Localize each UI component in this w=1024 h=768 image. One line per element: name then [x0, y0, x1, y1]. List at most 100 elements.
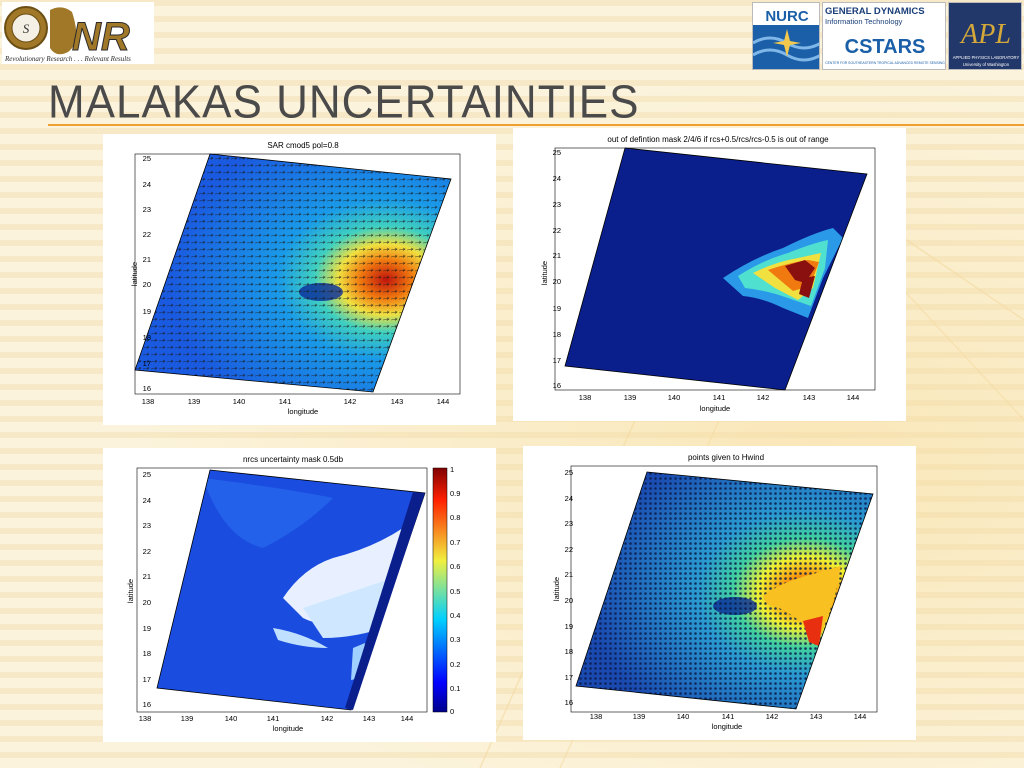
- y-axis-label: latitude: [540, 261, 549, 285]
- onr-logo-text: NR: [72, 15, 130, 59]
- x-tick-label: 140: [225, 714, 238, 723]
- x-tick-label: 138: [142, 397, 155, 406]
- panel-outdef-svg: out of defintion mask 2/4/6 if rcs+0.5/r…: [540, 135, 876, 413]
- y-tick-label: 23: [553, 200, 561, 209]
- y-tick-labels: 16 17 18 19 20 21 22 23 24 25: [553, 148, 561, 390]
- panel-out-of-definition-mask: out of defintion mask 2/4/6 if rcs+0.5/r…: [513, 128, 906, 421]
- y-tick-label: 21: [565, 570, 573, 579]
- y-tick-label: 23: [143, 521, 151, 530]
- x-tick-label: 141: [722, 712, 735, 721]
- y-tick-label: 18: [143, 649, 151, 658]
- apl-logo-subtext-2: University of Washington: [963, 62, 1010, 67]
- y-tick-label: 18: [565, 647, 573, 656]
- y-tick-label: 20: [143, 598, 151, 607]
- colorbar-tick-label: 0.9: [450, 489, 460, 498]
- chart-title: nrcs uncertainty mask 0.5db: [243, 455, 344, 464]
- colorbar-tick-label: 0.3: [450, 635, 460, 644]
- x-tick-label: 143: [803, 393, 816, 402]
- panel-hwind-svg: points given to Hwind longitude latitude…: [552, 453, 878, 731]
- x-tick-label: 140: [668, 393, 681, 402]
- y-tick-label: 20: [553, 277, 561, 286]
- x-tick-label: 141: [713, 393, 726, 402]
- y-tick-label: 16: [143, 384, 151, 393]
- x-tick-labels: 138 139 140 141 142 143 144: [139, 714, 414, 723]
- apl-logo: APL APPLIED PHYSICS LABORATORY Universit…: [948, 2, 1022, 70]
- slide-title: MALAKAS UNCERTAINTIES: [48, 76, 640, 129]
- y-tick-label: 18: [553, 330, 561, 339]
- y-tick-labels: 16 17 18 19 20 21 22 23 24 25: [565, 468, 573, 707]
- y-tick-label: 19: [143, 307, 151, 316]
- x-tick-label: 139: [624, 393, 637, 402]
- panel-sar-wind: SAR cmod5 pol=0.8 longitude latitude 138…: [103, 134, 496, 425]
- y-tick-label: 22: [143, 547, 151, 556]
- x-tick-label: 143: [363, 714, 376, 723]
- x-tick-label: 144: [401, 714, 414, 723]
- x-tick-label: 140: [233, 397, 246, 406]
- x-axis-label: longitude: [273, 724, 303, 733]
- chart-title: SAR cmod5 pol=0.8: [267, 141, 339, 150]
- gd-logo-text: GENERAL DYNAMICS: [825, 6, 925, 17]
- x-tick-labels: 138 139 140 141 142 143 144: [579, 393, 860, 402]
- y-axis-label: latitude: [130, 262, 139, 286]
- y-tick-label: 16: [143, 700, 151, 709]
- y-tick-label: 24: [143, 180, 151, 189]
- panel-sar-svg: SAR cmod5 pol=0.8 longitude latitude 138…: [130, 141, 461, 416]
- gd-cstars-logo: GENERAL DYNAMICS Information Technology …: [822, 2, 946, 70]
- colorbar-tick-label: 0.6: [450, 562, 460, 571]
- y-tick-label: 25: [143, 470, 151, 479]
- x-tick-labels: 138 139 140 141 142 143 144: [590, 712, 867, 721]
- y-tick-label: 20: [565, 596, 573, 605]
- y-tick-label: 23: [565, 519, 573, 528]
- y-tick-label: 19: [553, 304, 561, 313]
- x-tick-label: 139: [181, 714, 194, 723]
- chart-title: points given to Hwind: [688, 453, 764, 462]
- colorbar-tick-label: 0.4: [450, 611, 460, 620]
- x-tick-label: 138: [579, 393, 592, 402]
- x-tick-label: 139: [633, 712, 646, 721]
- colorbar-tick-label: 0.5: [450, 587, 460, 596]
- x-tick-label: 143: [810, 712, 823, 721]
- x-tick-label: 138: [139, 714, 152, 723]
- gd-logo-subtext: Information Technology: [825, 17, 903, 26]
- y-tick-label: 17: [553, 356, 561, 365]
- y-tick-label: 17: [565, 673, 573, 682]
- onr-tagline: Revolutionary Research . . . Relevant Re…: [4, 55, 131, 63]
- y-tick-label: 20: [143, 280, 151, 289]
- y-tick-label: 23: [143, 205, 151, 214]
- y-axis-label: latitude: [126, 579, 135, 603]
- colorbar-tick-label: 0.8: [450, 513, 460, 522]
- y-tick-label: 24: [565, 494, 573, 503]
- title-rule: [48, 124, 1024, 126]
- colorbar-tick-label: 0: [450, 707, 454, 716]
- colorbar-tick-label: 0.1: [450, 684, 460, 693]
- colorbar-tick-label: 0.7: [450, 538, 460, 547]
- onr-logo: S NR Revolutionary Research . . . Releva…: [2, 2, 154, 64]
- y-tick-label: 22: [143, 230, 151, 239]
- nurc-logo-text: NURC: [765, 8, 808, 25]
- y-tick-label: 19: [143, 624, 151, 633]
- colorbar-tick-label: 1: [450, 465, 454, 474]
- x-tick-label: 139: [188, 397, 201, 406]
- y-tick-label: 17: [143, 675, 151, 684]
- x-tick-label: 144: [847, 393, 860, 402]
- y-tick-labels: 16 17 18 19 20 21 22 23 24 25: [143, 470, 151, 709]
- colorbar-tick-labels: 1 0.9 0.8 0.7 0.6 0.5 0.4 0.3 0.2 0.1 0: [450, 465, 460, 716]
- y-tick-label: 24: [143, 496, 151, 505]
- x-tick-label: 142: [321, 714, 334, 723]
- apl-logo-text: APL: [959, 19, 1011, 50]
- x-tick-label: 140: [677, 712, 690, 721]
- x-tick-label: 142: [757, 393, 770, 402]
- partner-logos: NURC GENERAL DYNAMICS Information Techno…: [752, 2, 1022, 70]
- y-tick-label: 16: [553, 381, 561, 390]
- y-tick-label: 22: [565, 545, 573, 554]
- y-tick-label: 25: [143, 154, 151, 163]
- svg-text:S: S: [23, 21, 30, 36]
- cstars-logo-text: CSTARS: [845, 36, 926, 58]
- y-tick-label: 21: [553, 251, 561, 260]
- panel-nrcs-uncertainty-mask: nrcs uncertainty mask 0.5db longitude la…: [103, 448, 496, 742]
- x-tick-label: 142: [766, 712, 779, 721]
- y-tick-label: 25: [553, 148, 561, 157]
- y-tick-label: 21: [143, 572, 151, 581]
- colorbar: [432, 467, 448, 713]
- chart-title: out of defintion mask 2/4/6 if rcs+0.5/r…: [607, 135, 829, 144]
